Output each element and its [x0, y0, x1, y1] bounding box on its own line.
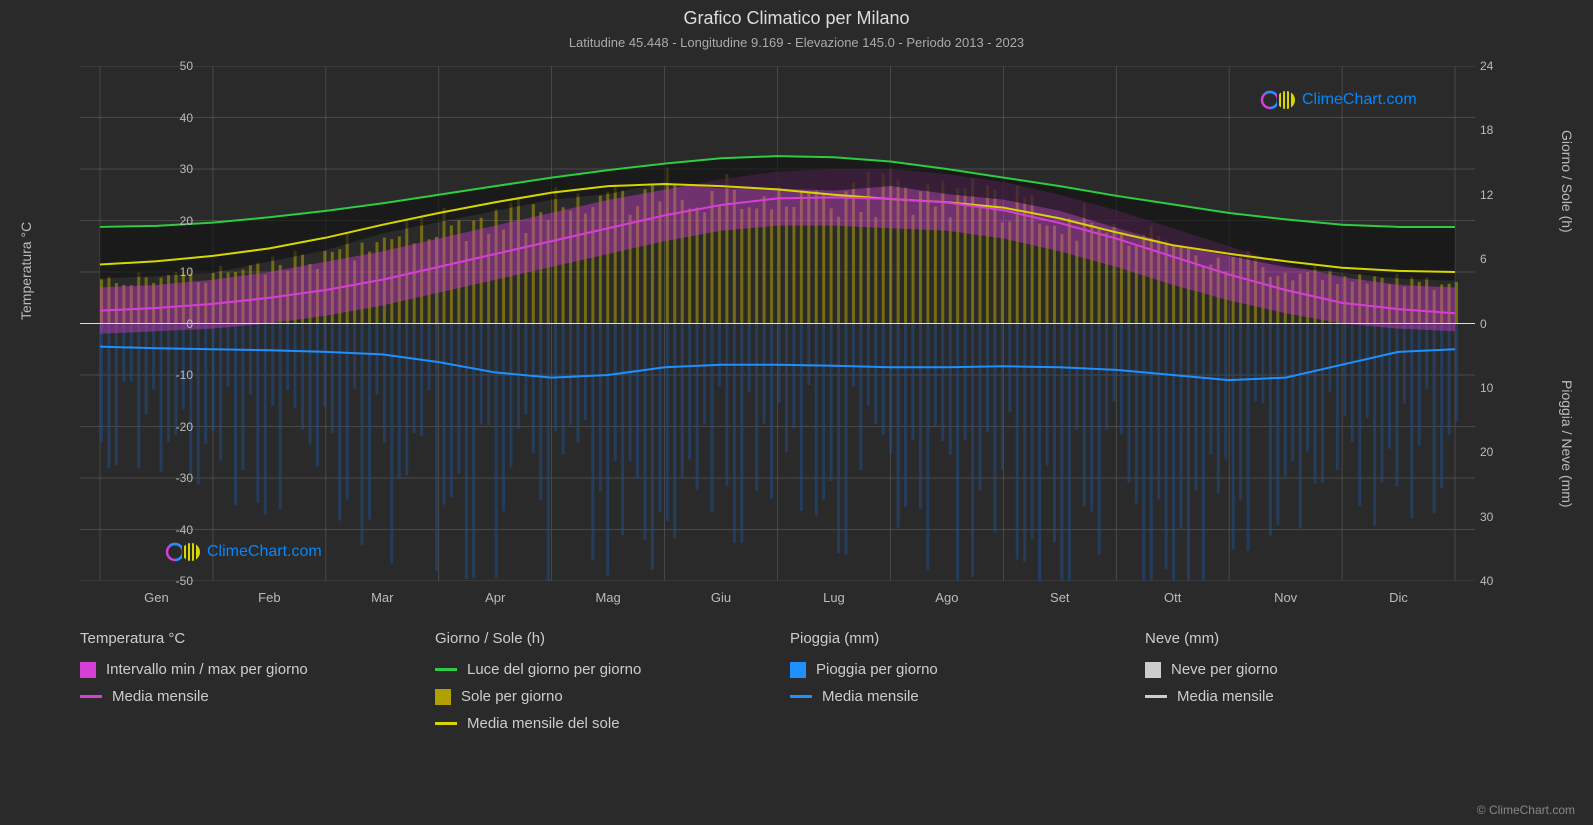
y-tick-left: 30 [153, 162, 193, 176]
logo-icon [1260, 88, 1296, 112]
copyright: © ClimeChart.com [1477, 803, 1575, 817]
x-tick: Set [1050, 590, 1070, 605]
swatch-square-icon [80, 662, 96, 678]
legend-label: Sole per giorno [461, 688, 563, 705]
legend-header: Pioggia (mm) [790, 630, 1145, 647]
legend: Temperatura °C Intervallo min / max per g… [80, 630, 1500, 742]
swatch-line-icon [790, 695, 812, 698]
legend-header: Neve (mm) [1145, 630, 1500, 647]
swatch-square-icon [790, 662, 806, 678]
swatch-square-icon [1145, 662, 1161, 678]
legend-label: Media mensile del sole [467, 715, 620, 732]
brand-text: ClimeChart.com [1302, 91, 1417, 109]
legend-label: Intervallo min / max per giorno [106, 661, 308, 678]
x-tick: Giu [711, 590, 731, 605]
legend-header: Temperatura °C [80, 630, 435, 647]
y-tick-right: 12 [1480, 188, 1493, 202]
legend-item: Luce del giorno per giorno [435, 661, 790, 678]
legend-header: Giorno / Sole (h) [435, 630, 790, 647]
legend-column: Giorno / Sole (h) Luce del giorno per gio… [435, 630, 790, 742]
y-tick-right: 0 [1480, 317, 1487, 331]
legend-column: Neve (mm) Neve per giorno Media mensile [1145, 630, 1500, 742]
x-tick: Apr [485, 590, 505, 605]
chart-title: Grafico Climatico per Milano [0, 0, 1593, 29]
brand-logo-bottom: ClimeChart.com [165, 540, 322, 564]
y-tick-left: -10 [153, 368, 193, 382]
y-tick-right: 18 [1480, 123, 1493, 137]
chart-svg [80, 66, 1475, 581]
y-tick-left: 10 [153, 265, 193, 279]
logo-icon [165, 540, 201, 564]
legend-label: Neve per giorno [1171, 661, 1278, 678]
x-tick: Mar [371, 590, 393, 605]
brand-logo-top: ClimeChart.com [1260, 88, 1417, 112]
legend-item: Media mensile [790, 688, 1145, 705]
y-tick-left: 0 [153, 317, 193, 331]
y-tick-left: 40 [153, 111, 193, 125]
x-tick: Dic [1389, 590, 1408, 605]
legend-item: Media mensile [1145, 688, 1500, 705]
swatch-line-icon [435, 722, 457, 725]
x-tick: Gen [144, 590, 169, 605]
swatch-line-icon [435, 668, 457, 671]
legend-column: Pioggia (mm) Pioggia per giorno Media mens… [790, 630, 1145, 742]
legend-label: Media mensile [112, 688, 209, 705]
y-tick-right: 24 [1480, 59, 1493, 73]
legend-label: Pioggia per giorno [816, 661, 938, 678]
chart-area [80, 66, 1475, 581]
y-tick-right: 6 [1480, 252, 1487, 266]
legend-label: Media mensile [822, 688, 919, 705]
swatch-square-icon [435, 689, 451, 705]
legend-label: Luce del giorno per giorno [467, 661, 641, 678]
legend-item: Media mensile del sole [435, 715, 790, 732]
y-tick-right: 40 [1480, 574, 1493, 588]
x-tick: Lug [823, 590, 845, 605]
y-tick-left: -20 [153, 420, 193, 434]
y-tick-left: -50 [153, 574, 193, 588]
y-tick-left: -40 [153, 523, 193, 537]
y-axis-right-top-label: Giorno / Sole (h) [1559, 130, 1575, 233]
x-tick: Nov [1274, 590, 1297, 605]
y-axis-left-label: Temperatura °C [18, 222, 34, 320]
brand-text: ClimeChart.com [207, 543, 322, 561]
legend-item: Intervallo min / max per giorno [80, 661, 435, 678]
y-axis-right-bot-label: Pioggia / Neve (mm) [1559, 380, 1575, 508]
y-tick-right: 30 [1480, 510, 1493, 524]
y-tick-left: 20 [153, 214, 193, 228]
x-tick: Ott [1164, 590, 1181, 605]
y-tick-left: -30 [153, 471, 193, 485]
legend-label: Media mensile [1177, 688, 1274, 705]
x-tick: Feb [258, 590, 280, 605]
chart-subtitle: Latitudine 45.448 - Longitudine 9.169 - … [0, 29, 1593, 50]
legend-column: Temperatura °C Intervallo min / max per g… [80, 630, 435, 742]
x-tick: Ago [935, 590, 958, 605]
y-tick-right: 10 [1480, 381, 1493, 395]
legend-item: Neve per giorno [1145, 661, 1500, 678]
x-tick: Mag [595, 590, 620, 605]
legend-item: Sole per giorno [435, 688, 790, 705]
swatch-line-icon [80, 695, 102, 698]
legend-item: Media mensile [80, 688, 435, 705]
y-tick-right: 20 [1480, 445, 1493, 459]
y-tick-left: 50 [153, 59, 193, 73]
legend-item: Pioggia per giorno [790, 661, 1145, 678]
swatch-line-icon [1145, 695, 1167, 698]
